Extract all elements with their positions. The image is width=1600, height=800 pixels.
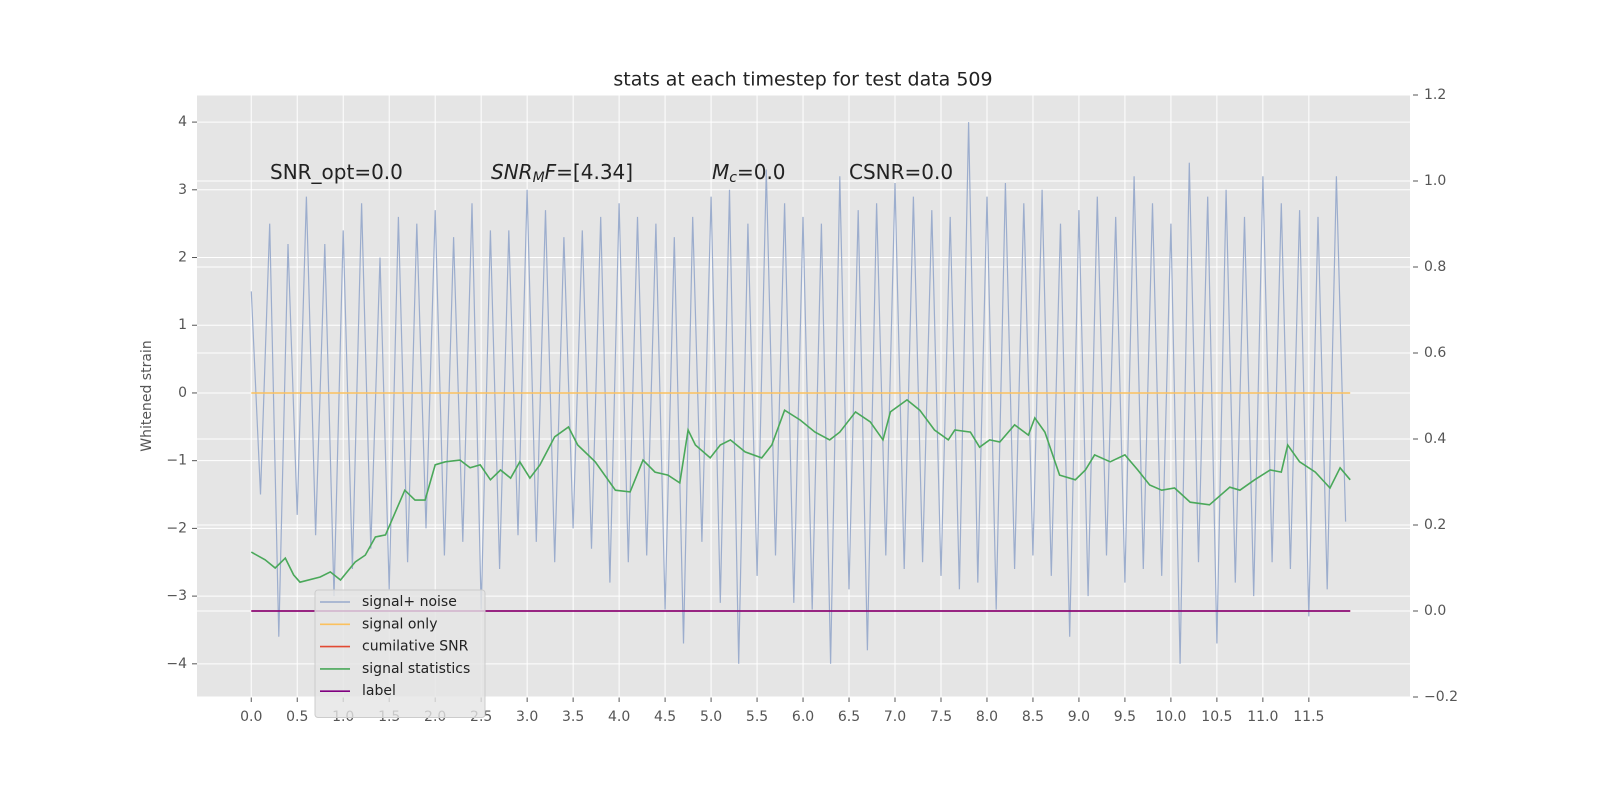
x-tick-label: 8.0 [976,709,998,725]
y2-tick-label: 0.4 [1424,431,1446,447]
x-tick-label: 7.5 [930,709,952,725]
x-tick-label: 9.5 [1114,709,1136,725]
annotation-part: c [729,170,737,186]
y-tick-label: −2 [166,520,187,536]
y-tick-label: 3 [178,182,187,198]
x-tick-label: 6.5 [838,709,860,725]
annotation-part: M [533,170,545,186]
legend-label: signal only [362,616,437,632]
x-tick-label: 9.0 [1068,709,1090,725]
annotation-part: F [545,160,557,184]
y-tick-label: −4 [166,656,187,672]
x-tick-label: 11.0 [1247,709,1278,725]
x-tick-label: 11.5 [1293,709,1324,725]
x-tick-label: 0.5 [286,709,308,725]
y2-tick-label: −0.2 [1424,689,1458,705]
series-line [250,122,1347,664]
y-tick-label: 1 [178,317,187,333]
legend-label: cumilative SNR [362,639,469,655]
x-tick-label: 10.0 [1155,709,1186,725]
y2-tick-label: 0.2 [1424,517,1446,533]
x-tick-label: 10.5 [1201,709,1232,725]
x-tick-label: 5.0 [700,709,722,725]
legend-label: label [362,683,396,699]
annotation-part: SNR_opt=0.0 [270,160,403,184]
legend-label: signal+ noise [362,594,457,610]
x-tick-label: 3.5 [562,709,584,725]
y2-tick-label: 1.0 [1424,173,1446,189]
y-tick-label: −1 [166,453,187,469]
y-tick-label: −3 [166,588,187,604]
y2-tick-label: 0.0 [1424,603,1446,619]
y-axis-label: Whitened strain [139,340,155,451]
y-tick-label: 2 [178,250,187,266]
x-tick-label: 3.0 [516,709,538,725]
y2-tick-label: 0.8 [1424,259,1446,275]
annotation-part: M [712,160,729,184]
annotation: CSNR=0.0 [849,160,953,184]
legend-label: signal statistics [362,661,470,677]
chart-title: stats at each timestep for test data 509 [613,69,992,91]
annotation-part: CSNR=0.0 [849,160,953,184]
annotation: SNR_opt=0.0 [270,160,403,184]
annotation: Mc=0.0 [712,160,786,187]
x-tick-label: 0.0 [240,709,262,725]
y-tick-label: 4 [178,114,187,130]
annotation-part: SNR [491,160,533,184]
y-tick-label: 0 [178,385,187,401]
series-line [250,398,1351,584]
legend-box [314,589,486,718]
annotation: SNRMF=[4.34] [491,160,633,187]
x-tick-label: 7.0 [884,709,906,725]
x-tick-label: 4.0 [608,709,630,725]
y2-tick-label: 0.6 [1424,345,1446,361]
x-tick-label: 8.5 [1022,709,1044,725]
annotation-part: =[4.34] [556,160,633,184]
annotation-part: =0.0 [737,160,786,184]
x-tick-label: 4.5 [654,709,676,725]
x-tick-label: 5.5 [746,709,768,725]
x-tick-label: 6.0 [792,709,814,725]
y2-tick-label: 1.2 [1424,87,1446,103]
